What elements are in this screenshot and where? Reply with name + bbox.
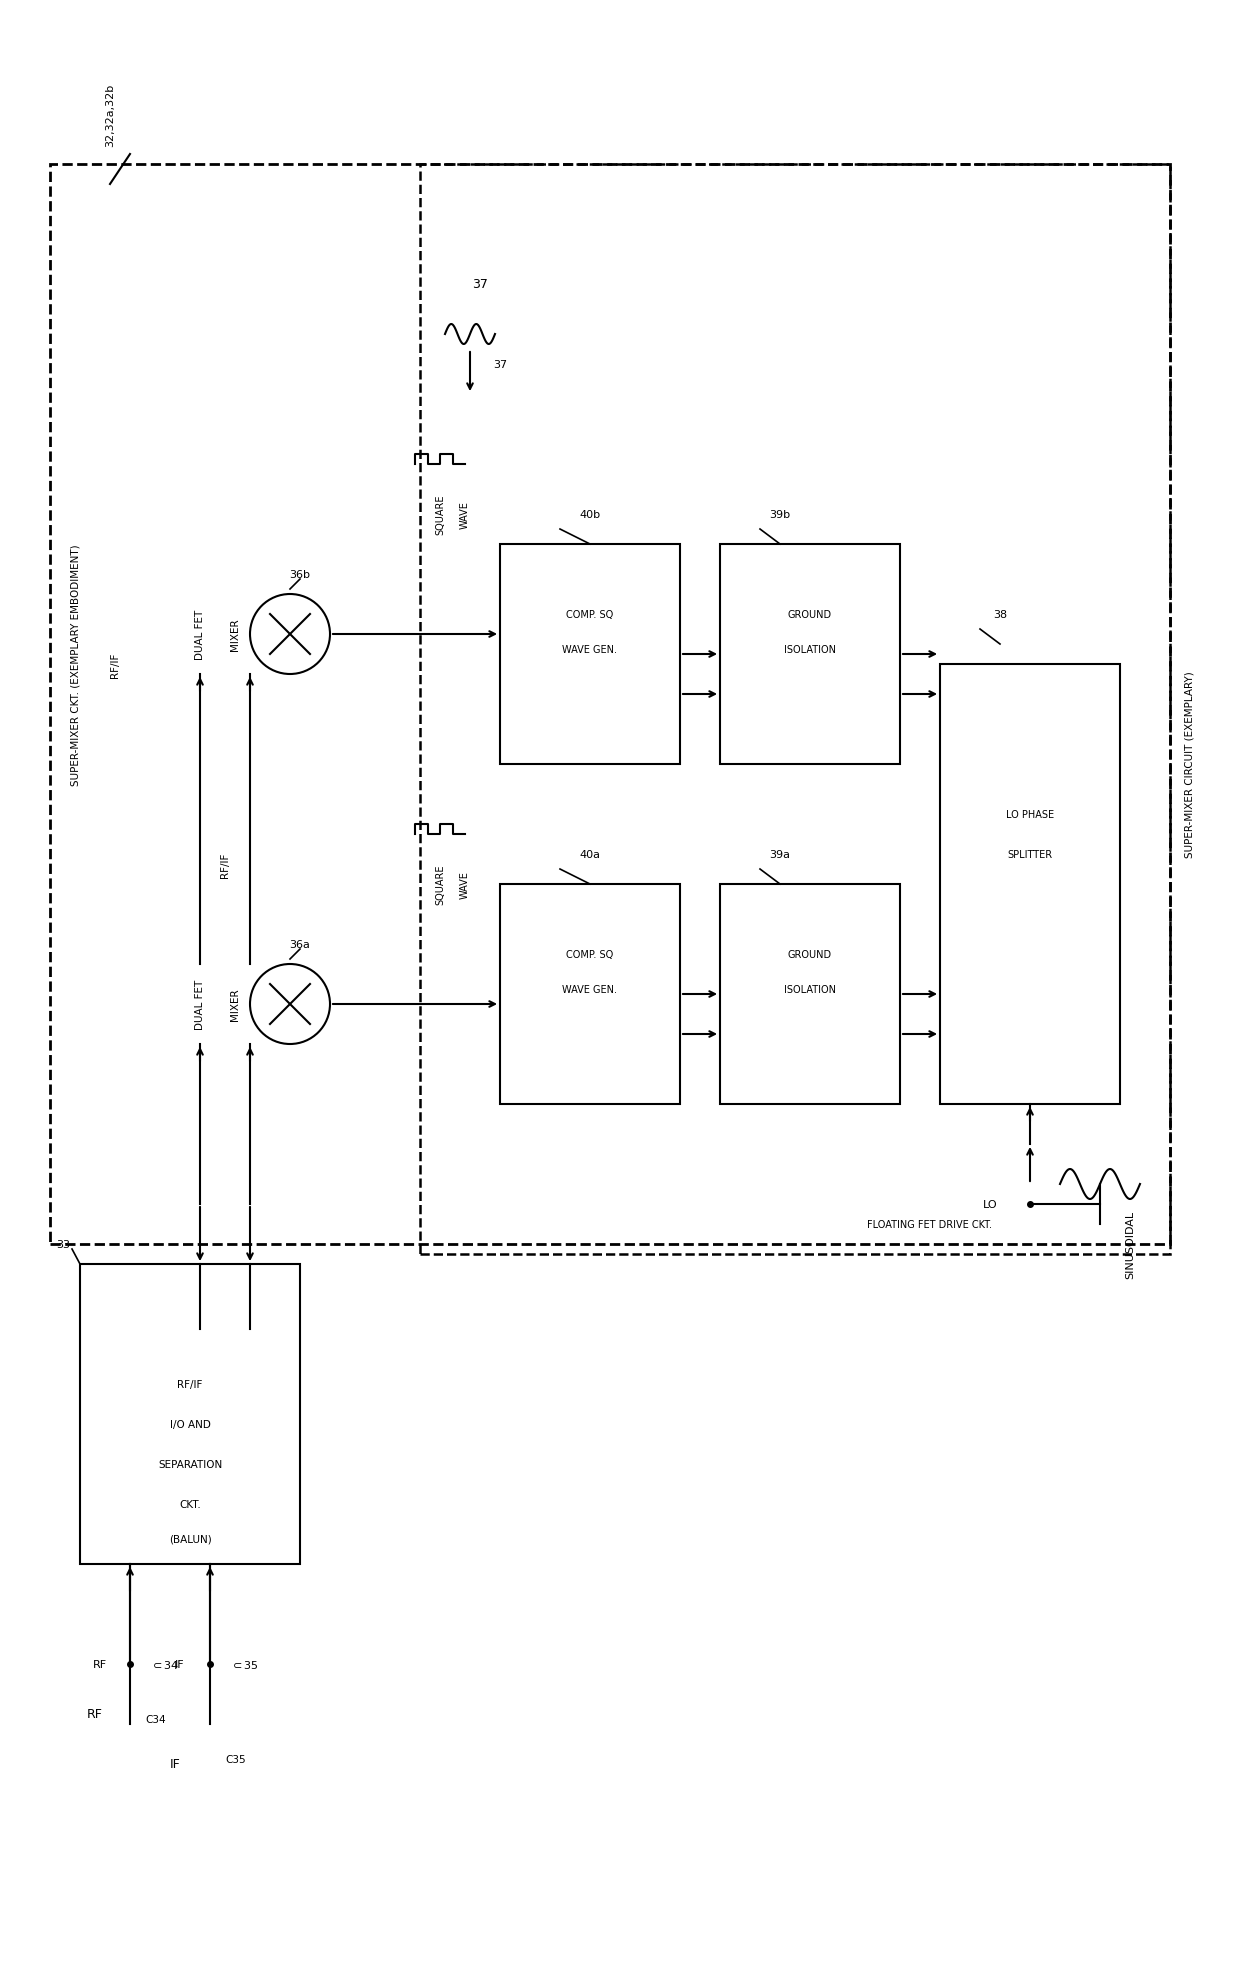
Bar [81, 1265, 300, 1563]
Bar [940, 664, 1120, 1104]
Text: 38: 38 [993, 609, 1007, 621]
Text: LO: LO [982, 1200, 997, 1210]
Text: SQUARE: SQUARE [435, 495, 445, 534]
Text: 37: 37 [472, 279, 487, 291]
Bar [500, 544, 680, 764]
Text: WAVE: WAVE [460, 501, 470, 528]
Text: I/O AND: I/O AND [170, 1420, 211, 1430]
Text: RF/IF: RF/IF [219, 852, 229, 878]
Text: SUPER-MIXER CKT. (EXEMPLARY EMBODIMENT): SUPER-MIXER CKT. (EXEMPLARY EMBODIMENT) [69, 544, 81, 786]
Text: GROUND: GROUND [787, 609, 832, 621]
Text: DUAL FET: DUAL FET [195, 609, 205, 660]
Text: SINUSOIDAL: SINUSOIDAL [1125, 1210, 1135, 1279]
Text: FLOATING FET DRIVE CKT.: FLOATING FET DRIVE CKT. [868, 1220, 992, 1229]
Text: DUAL FET: DUAL FET [195, 980, 205, 1029]
Text: $\subset$34: $\subset$34 [150, 1658, 180, 1669]
Bar [500, 884, 680, 1104]
Text: SQUARE: SQUARE [435, 864, 445, 905]
Text: SUPER-MIXER CIRCUIT (EXEMPLARY): SUPER-MIXER CIRCUIT (EXEMPLARY) [1185, 672, 1195, 858]
Text: $\subset$35: $\subset$35 [229, 1658, 259, 1669]
Text: COMP. SQ: COMP. SQ [567, 949, 614, 960]
Text: 32,32a,32b: 32,32a,32b [105, 82, 115, 147]
Text: MIXER: MIXER [229, 619, 241, 650]
Bar [50, 165, 1171, 1245]
Text: 36b: 36b [289, 570, 310, 579]
Bar [720, 544, 900, 764]
Text: WAVE GEN.: WAVE GEN. [563, 644, 618, 654]
Text: MIXER: MIXER [229, 988, 241, 1021]
Text: 39a: 39a [770, 850, 791, 860]
Circle shape [250, 964, 330, 1045]
Text: IF: IF [170, 1758, 180, 1772]
Text: 40b: 40b [579, 511, 600, 520]
Text: RF/IF: RF/IF [110, 652, 120, 678]
Text: 37: 37 [494, 359, 507, 369]
Text: ISOLATION: ISOLATION [784, 644, 836, 654]
Text: 36a: 36a [290, 939, 310, 949]
Text: SPLITTER: SPLITTER [1007, 850, 1053, 860]
Bar [420, 165, 1171, 1255]
Text: RF: RF [87, 1707, 103, 1720]
Bar [720, 884, 900, 1104]
Text: WAVE: WAVE [460, 870, 470, 898]
Text: IF: IF [175, 1660, 185, 1669]
Text: RF/IF: RF/IF [177, 1379, 202, 1389]
Text: 39b: 39b [770, 511, 791, 520]
Text: 40a: 40a [579, 850, 600, 860]
Text: LO PHASE: LO PHASE [1006, 809, 1054, 819]
Text: SEPARATION: SEPARATION [157, 1459, 222, 1469]
Text: WAVE GEN.: WAVE GEN. [563, 984, 618, 994]
Text: RF: RF [93, 1660, 107, 1669]
Text: C34: C34 [145, 1715, 166, 1724]
Text: CKT.: CKT. [179, 1499, 201, 1508]
Text: ISOLATION: ISOLATION [784, 984, 836, 994]
Text: COMP. SQ: COMP. SQ [567, 609, 614, 621]
Text: (BALUN): (BALUN) [169, 1534, 211, 1544]
Text: 33: 33 [56, 1239, 69, 1249]
Text: C35: C35 [224, 1754, 246, 1764]
Circle shape [250, 595, 330, 676]
Text: GROUND: GROUND [787, 949, 832, 960]
